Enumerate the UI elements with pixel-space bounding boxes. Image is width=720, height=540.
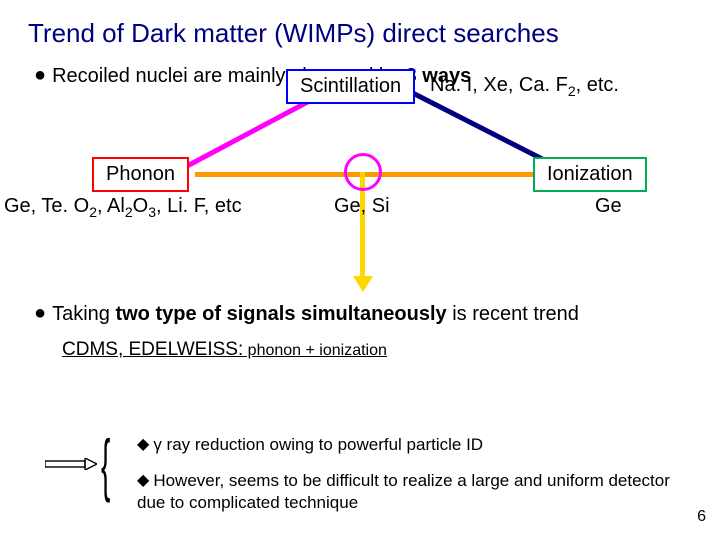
curly-brace-icon: { bbox=[101, 426, 110, 504]
b2-c: is recent trend bbox=[447, 303, 579, 325]
subline-small: phonon + ionization bbox=[243, 342, 387, 359]
page-number: 6 bbox=[697, 508, 706, 526]
sub-bullet-a: ◆γ ray reduction owing to powerful parti… bbox=[137, 434, 503, 456]
sub-b-text: However, seems to be difficult to realiz… bbox=[137, 471, 670, 512]
diamond-marker: ◆ bbox=[137, 436, 149, 453]
page-title: Trend of Dark matter (WIMPs) direct sear… bbox=[0, 0, 720, 57]
subline-main: CDMS, EDELWEISS: bbox=[62, 339, 243, 360]
triangle-diagram: Scintillation Phonon Ionization Na. I, X… bbox=[0, 69, 720, 269]
node-phonon: Phonon bbox=[92, 157, 189, 192]
arrow-down-head bbox=[353, 276, 373, 292]
diamond-marker: ◆ bbox=[137, 472, 149, 489]
node-scintillation: Scintillation bbox=[286, 69, 415, 104]
subline-cdms: CDMS, EDELWEISS: phonon + ionization bbox=[0, 327, 720, 361]
caption-scintillation: Na. I, Xe, Ca. F2, etc. bbox=[430, 74, 619, 99]
center-marker-circle bbox=[344, 153, 382, 191]
sub-a-text: γ ray reduction owing to powerful partic… bbox=[153, 435, 483, 454]
caption-ionization: Ge bbox=[595, 195, 622, 218]
b2-a: Taking bbox=[52, 303, 115, 325]
implies-arrow-icon bbox=[45, 458, 97, 470]
b2-b: two type of signals simultaneously bbox=[115, 303, 446, 325]
caption-center: Ge, Si bbox=[334, 195, 390, 218]
node-ionization: Ionization bbox=[533, 157, 647, 192]
sub-bullet-b: ◆However, seems to be difficult to reali… bbox=[137, 470, 697, 514]
bullet-trend: ● Taking two type of signals simultaneous… bbox=[0, 297, 720, 327]
bullet-marker: ● bbox=[34, 302, 46, 324]
caption-phonon: Ge, Te. O2, Al2O3, Li. F, etc bbox=[4, 195, 242, 220]
